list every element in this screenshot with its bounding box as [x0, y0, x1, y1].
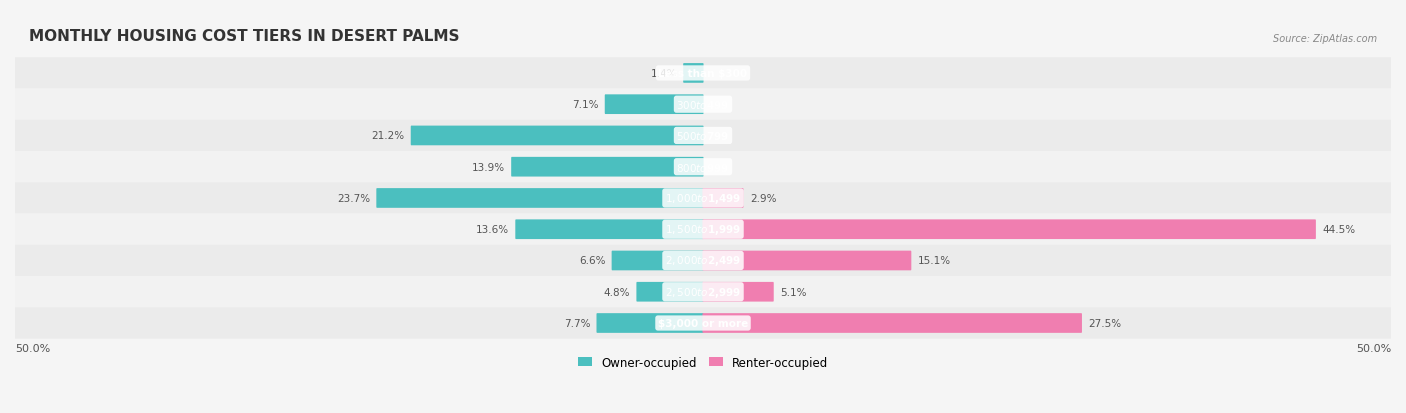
- FancyBboxPatch shape: [703, 313, 1083, 333]
- FancyBboxPatch shape: [683, 64, 703, 83]
- Text: Less than $300: Less than $300: [658, 69, 748, 79]
- Text: 23.7%: 23.7%: [337, 194, 370, 204]
- Text: $1,000 to $1,499: $1,000 to $1,499: [665, 192, 741, 206]
- Text: 4.8%: 4.8%: [603, 287, 630, 297]
- Text: $800 to $999: $800 to $999: [676, 161, 730, 173]
- Text: 44.5%: 44.5%: [1322, 225, 1355, 235]
- FancyBboxPatch shape: [15, 121, 1391, 152]
- FancyBboxPatch shape: [596, 313, 703, 333]
- Text: 50.0%: 50.0%: [15, 344, 51, 354]
- FancyBboxPatch shape: [703, 189, 744, 208]
- FancyBboxPatch shape: [411, 126, 703, 146]
- Text: 6.6%: 6.6%: [579, 256, 606, 266]
- Text: 2.9%: 2.9%: [749, 194, 776, 204]
- Legend: Owner-occupied, Renter-occupied: Owner-occupied, Renter-occupied: [572, 351, 834, 373]
- Text: 15.1%: 15.1%: [918, 256, 950, 266]
- FancyBboxPatch shape: [605, 95, 703, 115]
- Text: $2,500 to $2,999: $2,500 to $2,999: [665, 285, 741, 299]
- FancyBboxPatch shape: [516, 220, 703, 240]
- FancyBboxPatch shape: [15, 58, 1391, 89]
- FancyBboxPatch shape: [512, 157, 703, 177]
- Text: Source: ZipAtlas.com: Source: ZipAtlas.com: [1272, 33, 1378, 43]
- FancyBboxPatch shape: [377, 189, 703, 208]
- Text: $1,500 to $1,999: $1,500 to $1,999: [665, 223, 741, 237]
- Text: $3,000 or more: $3,000 or more: [658, 318, 748, 328]
- FancyBboxPatch shape: [637, 282, 703, 302]
- FancyBboxPatch shape: [15, 214, 1391, 245]
- Text: 27.5%: 27.5%: [1088, 318, 1122, 328]
- Text: MONTHLY HOUSING COST TIERS IN DESERT PALMS: MONTHLY HOUSING COST TIERS IN DESERT PAL…: [28, 28, 460, 43]
- FancyBboxPatch shape: [15, 152, 1391, 183]
- Text: 50.0%: 50.0%: [1355, 344, 1391, 354]
- FancyBboxPatch shape: [15, 245, 1391, 276]
- Text: 5.1%: 5.1%: [780, 287, 807, 297]
- FancyBboxPatch shape: [15, 308, 1391, 339]
- FancyBboxPatch shape: [15, 183, 1391, 214]
- Text: $300 to $499: $300 to $499: [676, 99, 730, 111]
- FancyBboxPatch shape: [703, 220, 1316, 240]
- FancyBboxPatch shape: [15, 276, 1391, 308]
- Text: 1.4%: 1.4%: [651, 69, 676, 79]
- FancyBboxPatch shape: [703, 251, 911, 271]
- Text: 13.6%: 13.6%: [475, 225, 509, 235]
- Text: $2,000 to $2,499: $2,000 to $2,499: [665, 254, 741, 268]
- Text: $500 to $799: $500 to $799: [676, 130, 730, 142]
- FancyBboxPatch shape: [703, 282, 773, 302]
- FancyBboxPatch shape: [15, 89, 1391, 121]
- Text: 13.9%: 13.9%: [472, 162, 505, 172]
- Text: 21.2%: 21.2%: [371, 131, 405, 141]
- Text: 7.1%: 7.1%: [572, 100, 599, 110]
- FancyBboxPatch shape: [612, 251, 703, 271]
- Text: 7.7%: 7.7%: [564, 318, 591, 328]
